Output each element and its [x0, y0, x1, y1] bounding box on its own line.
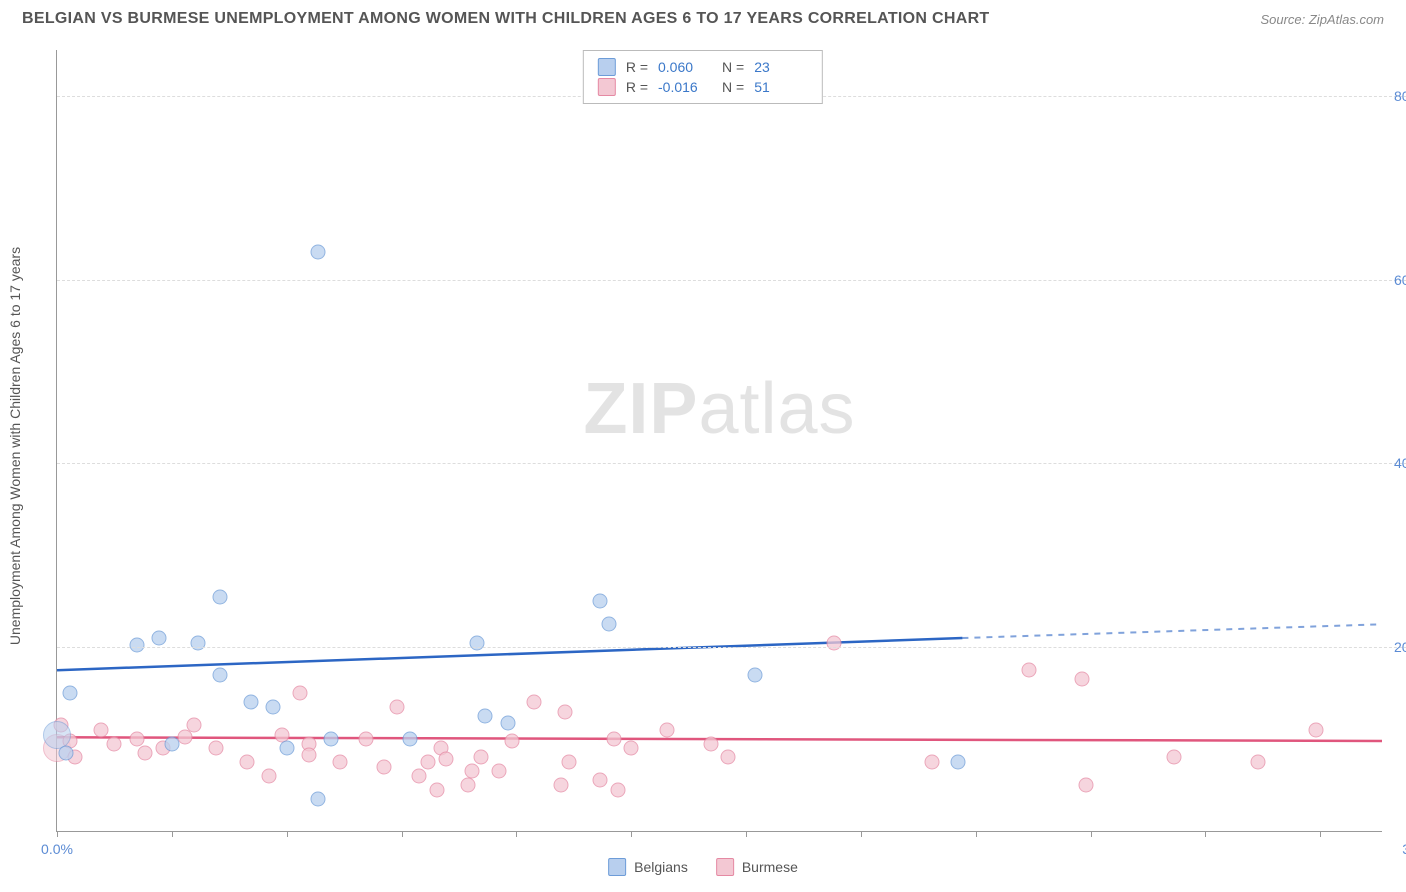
data-point	[421, 755, 436, 770]
data-point	[606, 732, 621, 747]
data-point	[301, 747, 316, 762]
data-point	[562, 755, 577, 770]
data-point	[557, 704, 572, 719]
data-point	[412, 768, 427, 783]
data-point	[292, 686, 307, 701]
stats-row-burmese: R = -0.016 N = 51	[598, 77, 808, 97]
data-point	[659, 722, 674, 737]
data-point	[1074, 672, 1089, 687]
data-point	[602, 617, 617, 632]
data-point	[460, 778, 475, 793]
y-tick-label: 80.0%	[1394, 88, 1406, 104]
data-point	[504, 733, 519, 748]
data-point	[107, 736, 122, 751]
data-point	[94, 722, 109, 737]
data-point	[209, 741, 224, 756]
data-point	[747, 667, 762, 682]
data-point	[951, 755, 966, 770]
data-point	[1167, 750, 1182, 765]
x-tick-max: 30.0%	[1402, 841, 1406, 857]
data-point	[624, 741, 639, 756]
data-point	[1021, 663, 1036, 678]
data-point	[129, 732, 144, 747]
legend-item-belgians: Belgians	[608, 858, 688, 876]
data-point	[332, 755, 347, 770]
stats-row-belgians: R = 0.060 N = 23	[598, 57, 808, 77]
swatch-belgians	[598, 58, 616, 76]
data-point	[593, 773, 608, 788]
data-point	[151, 631, 166, 646]
data-point	[63, 686, 78, 701]
data-point	[465, 764, 480, 779]
data-point	[213, 667, 228, 682]
data-point	[310, 791, 325, 806]
chart-header: BELGIAN VS BURMESE UNEMPLOYMENT AMONG WO…	[0, 0, 1406, 36]
data-point	[429, 782, 444, 797]
data-point	[721, 750, 736, 765]
x-tick-min: 0.0%	[41, 841, 73, 857]
plot-area: ZIPatlas 20.0%40.0%60.0%80.0%0.0%30.0%	[56, 50, 1382, 832]
swatch-burmese-icon	[716, 858, 734, 876]
data-point	[610, 782, 625, 797]
data-point	[266, 699, 281, 714]
data-point	[359, 732, 374, 747]
y-tick-label: 60.0%	[1394, 272, 1406, 288]
data-point	[553, 778, 568, 793]
data-point	[279, 741, 294, 756]
data-point	[244, 695, 259, 710]
data-point	[593, 594, 608, 609]
chart-title: BELGIAN VS BURMESE UNEMPLOYMENT AMONG WO…	[22, 10, 990, 28]
data-point	[58, 745, 73, 760]
data-point	[213, 589, 228, 604]
data-point	[310, 245, 325, 260]
data-point	[403, 732, 418, 747]
y-tick-label: 40.0%	[1394, 455, 1406, 471]
data-point	[239, 755, 254, 770]
data-point	[43, 721, 71, 749]
data-point	[1079, 778, 1094, 793]
stats-box: R = 0.060 N = 23 R = -0.016 N = 51	[583, 50, 823, 104]
data-point	[478, 709, 493, 724]
data-point	[924, 755, 939, 770]
data-point	[527, 695, 542, 710]
data-point	[438, 752, 453, 767]
data-point	[186, 718, 201, 733]
data-point	[390, 699, 405, 714]
data-point	[262, 768, 277, 783]
swatch-burmese	[598, 78, 616, 96]
data-point	[491, 764, 506, 779]
data-point	[275, 727, 290, 742]
data-point	[474, 750, 489, 765]
y-axis-label: Unemployment Among Women with Children A…	[7, 247, 23, 645]
data-point	[1251, 755, 1266, 770]
data-point	[129, 638, 144, 653]
data-point	[1308, 722, 1323, 737]
legend: Belgians Burmese	[608, 858, 798, 876]
data-point	[376, 759, 391, 774]
y-tick-label: 20.0%	[1394, 639, 1406, 655]
data-point	[323, 732, 338, 747]
data-point	[703, 736, 718, 751]
data-point	[500, 715, 515, 730]
data-point	[138, 745, 153, 760]
swatch-belgians-icon	[608, 858, 626, 876]
source-label: Source: ZipAtlas.com	[1260, 12, 1384, 27]
data-point	[164, 736, 179, 751]
legend-item-burmese: Burmese	[716, 858, 798, 876]
